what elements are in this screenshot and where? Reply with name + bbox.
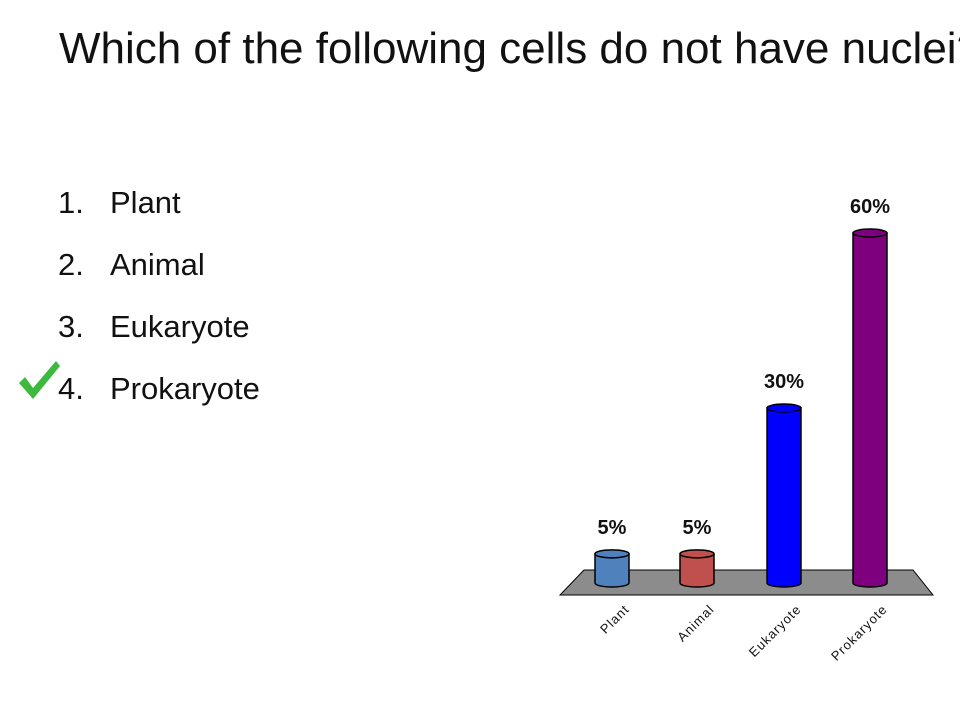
answer-label: Prokaryote	[110, 371, 260, 406]
category-label: Eukaryote	[746, 602, 804, 660]
answer-list: 1. Plant 2. Animal 3. Eukaryote 4. Proka…	[58, 172, 260, 420]
question-title: Which of the following cells do not have…	[58, 24, 960, 73]
bar-animal	[679, 549, 715, 588]
category-label: Prokaryote	[828, 602, 890, 664]
chart-floor	[558, 569, 935, 596]
bars-group	[594, 228, 888, 588]
answer-label: Eukaryote	[110, 309, 250, 344]
answer-number: 1.	[58, 185, 84, 220]
bar-prokaryote	[852, 228, 888, 588]
answer-option-3: 3. Eukaryote	[58, 296, 260, 358]
value-labels-group: 5% 5% 30% 60%	[598, 196, 891, 539]
answer-option-1: 1. Plant	[58, 172, 260, 234]
checkmark-icon	[19, 361, 60, 399]
answer-label: Plant	[110, 185, 181, 220]
category-labels-group: Plant Animal Eukaryote Prokaryote	[597, 602, 890, 664]
category-label: Plant	[597, 602, 632, 637]
results-bar-chart: 5% 5% 30% 60% Plant Animal Eukaryote Prokaryot…	[558, 196, 935, 664]
value-label: 30%	[764, 371, 804, 393]
value-label: 5%	[683, 517, 712, 539]
bar-plant	[594, 549, 630, 588]
answer-option-4: 4. Prokaryote	[58, 358, 260, 420]
category-label: Animal	[674, 602, 717, 645]
answer-number: 2.	[58, 247, 84, 282]
answer-number: 3.	[58, 309, 84, 344]
value-label: 5%	[598, 517, 627, 539]
answer-option-2: 2. Animal	[58, 234, 260, 296]
bar-eukaryote	[766, 403, 802, 588]
answer-number: 4.	[58, 371, 84, 406]
value-label: 60%	[850, 196, 890, 218]
answer-label: Animal	[110, 247, 205, 282]
